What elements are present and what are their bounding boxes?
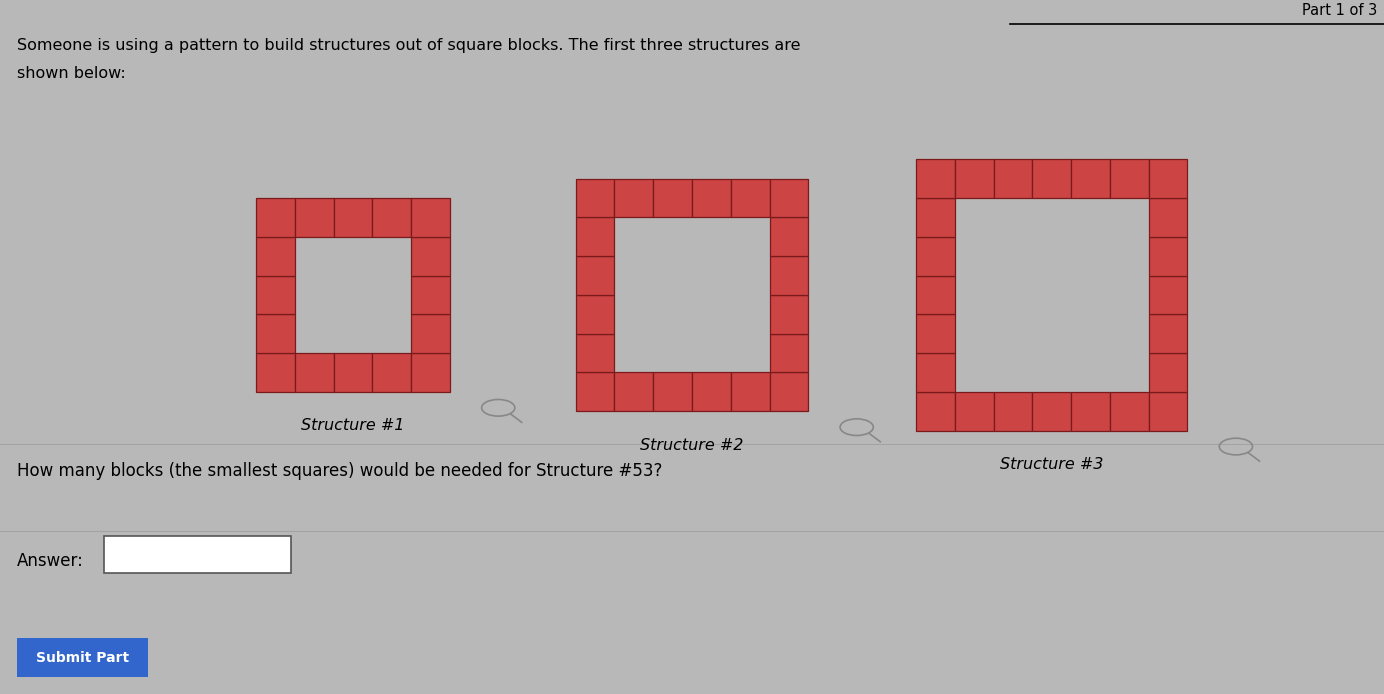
Bar	[295, 198, 334, 237]
Bar	[411, 276, 450, 314]
Bar	[256, 353, 295, 392]
Bar	[770, 256, 808, 295]
Text: shown below:: shown below:	[17, 66, 126, 81]
Bar	[731, 373, 770, 412]
Bar	[411, 237, 450, 276]
Text: Structure #2: Structure #2	[641, 438, 743, 452]
Bar	[916, 314, 955, 353]
Bar	[576, 217, 614, 256]
Bar	[692, 373, 731, 412]
Bar	[256, 237, 295, 276]
Bar	[1149, 314, 1187, 353]
Bar	[1149, 392, 1187, 430]
Bar	[770, 334, 808, 373]
Bar	[770, 373, 808, 412]
Bar	[17, 638, 148, 677]
Bar	[653, 178, 692, 217]
Bar	[1149, 160, 1187, 198]
Bar	[916, 353, 955, 392]
Bar	[576, 295, 614, 334]
Text: Someone is using a pattern to build structures out of square blocks. The first t: Someone is using a pattern to build stru…	[17, 38, 800, 53]
Text: How many blocks (the smallest squares) would be needed for Structure #53?: How many blocks (the smallest squares) w…	[17, 462, 662, 480]
Bar	[411, 353, 450, 392]
Bar	[1071, 392, 1110, 430]
Bar	[1032, 160, 1071, 198]
Bar	[994, 392, 1032, 430]
Text: Structure #3: Structure #3	[1001, 457, 1103, 472]
Bar	[256, 198, 295, 237]
Bar	[692, 178, 731, 217]
Bar	[653, 373, 692, 412]
Text: Submit Part: Submit Part	[36, 650, 129, 665]
Bar	[256, 314, 295, 353]
Bar	[916, 392, 955, 430]
Bar	[994, 160, 1032, 198]
Bar	[1032, 392, 1071, 430]
Bar	[372, 353, 411, 392]
Bar	[770, 217, 808, 256]
Bar	[256, 276, 295, 314]
Bar	[411, 314, 450, 353]
Bar	[916, 198, 955, 237]
Bar	[104, 536, 291, 573]
Bar	[916, 160, 955, 198]
Bar	[1110, 392, 1149, 430]
Bar	[1071, 160, 1110, 198]
Text: Structure #1: Structure #1	[302, 418, 404, 433]
Bar	[770, 178, 808, 217]
Bar	[576, 373, 614, 412]
Bar	[614, 373, 653, 412]
Bar	[955, 392, 994, 430]
Bar	[1149, 353, 1187, 392]
Bar	[334, 353, 372, 392]
Bar	[295, 353, 334, 392]
Bar	[576, 256, 614, 295]
Bar	[411, 198, 450, 237]
Text: Answer:: Answer:	[17, 552, 83, 570]
Bar	[916, 237, 955, 276]
Bar	[1110, 160, 1149, 198]
Text: Part 1 of 3: Part 1 of 3	[1302, 3, 1377, 19]
Bar	[372, 198, 411, 237]
Bar	[576, 178, 614, 217]
Bar	[576, 334, 614, 373]
Bar	[1149, 198, 1187, 237]
Bar	[614, 178, 653, 217]
Bar	[731, 178, 770, 217]
Bar	[770, 295, 808, 334]
Bar	[916, 276, 955, 314]
Bar	[1149, 237, 1187, 276]
Bar	[955, 160, 994, 198]
Bar	[1149, 276, 1187, 314]
Bar	[334, 198, 372, 237]
